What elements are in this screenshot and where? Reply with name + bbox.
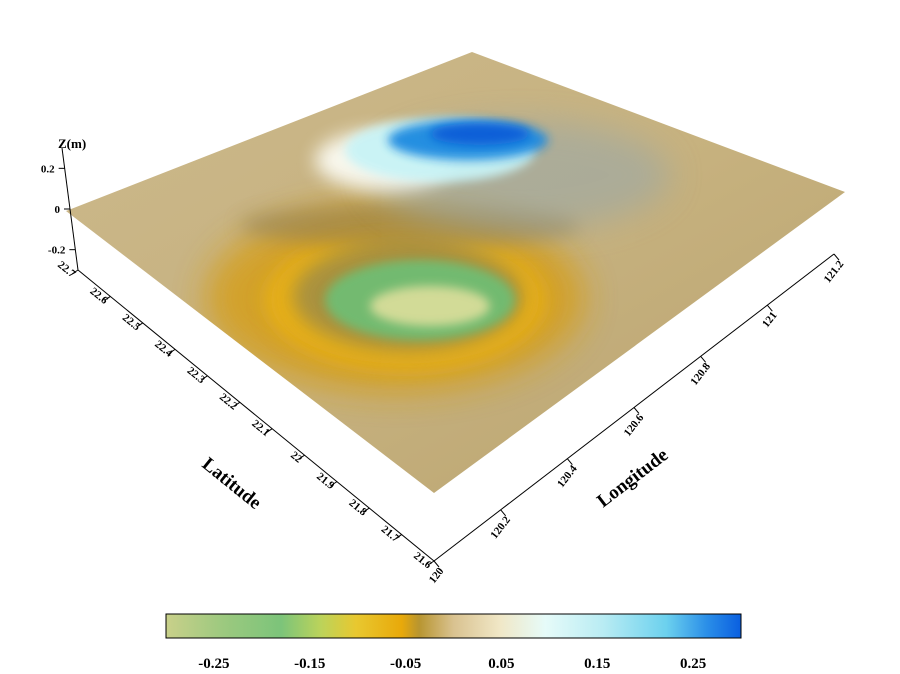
z-tick-label: 0.2 xyxy=(41,163,55,175)
latitude-tick-mark xyxy=(265,428,273,434)
latitude-tick-label: 21.6 xyxy=(411,550,434,572)
latitude-tick-label: 22.3 xyxy=(185,365,208,387)
longitude-tick-label: 120.2 xyxy=(488,514,513,541)
latitude-tick-mark xyxy=(71,269,79,275)
crest-deep-blue xyxy=(430,123,530,145)
latitude-tick-mark xyxy=(395,534,402,539)
colorbar-tick-label: 0.25 xyxy=(680,656,706,672)
colorbar-tick-label: -0.15 xyxy=(294,656,325,672)
latitude-tick-label: 22.5 xyxy=(120,312,143,334)
latitude-tick-label: 21.9 xyxy=(314,471,337,493)
latitude-tick-label: 21.7 xyxy=(379,523,402,545)
latitude-tick-mark xyxy=(201,375,208,381)
latitude-tick-label: 22.1 xyxy=(249,418,272,439)
latitude-tick-mark xyxy=(330,481,338,487)
latitude-tick-label: 22.7 xyxy=(55,259,78,281)
latitude-axis-line xyxy=(77,269,435,562)
latitude-tick-label: 21.8 xyxy=(346,497,369,519)
longitude-tick-label: 120 xyxy=(427,565,447,586)
latitude-tick-mark xyxy=(362,507,370,513)
colorbar-rect xyxy=(165,613,742,639)
longitude-tick-label: 120.6 xyxy=(622,412,647,439)
latitude-tick-label: 22.4 xyxy=(152,338,175,360)
colorbar-tick-label: 0.05 xyxy=(488,656,514,672)
latitude-tick-mark xyxy=(168,348,176,354)
trough-center xyxy=(370,286,490,326)
longitude-axis-title: Longitude xyxy=(593,445,672,512)
colorbar-ticks: -0.25 -0.15 -0.05 0.05 0.15 0.25 xyxy=(198,656,706,672)
longitude-tick-mark xyxy=(566,458,573,465)
colorbar: -0.25 -0.15 -0.05 0.05 0.15 0.25 xyxy=(165,613,742,672)
z-axis-title: Z(m) xyxy=(58,136,86,151)
longitude-tick-label: 120.8 xyxy=(688,360,713,387)
z-tick-label: -0.2 xyxy=(48,245,66,257)
longitude-tick-mark xyxy=(433,560,440,568)
z-tick-label: 0 xyxy=(55,204,61,216)
longitude-tick-mark xyxy=(833,253,840,261)
colorbar-tick-label: -0.25 xyxy=(198,656,229,672)
longitude-tick-mark xyxy=(766,304,773,312)
latitude-tick-mark xyxy=(233,401,241,407)
longitude-tick-mark xyxy=(700,356,707,363)
latitude-tick-mark xyxy=(427,560,435,566)
z-ticks: 0.2 0 -0.2 xyxy=(41,163,76,257)
longitude-tick-label: 121.2 xyxy=(822,258,847,285)
longitude-tick-mark xyxy=(500,509,507,517)
surface xyxy=(66,52,845,493)
latitude-tick-label: 22 xyxy=(288,449,304,466)
latitude-tick-label: 22.6 xyxy=(88,285,111,307)
longitude-tick-label: 121 xyxy=(760,310,780,330)
longitude-tick-mark xyxy=(633,407,640,414)
colorbar-tick-label: 0.15 xyxy=(584,656,610,672)
latitude-tick-mark xyxy=(104,296,111,301)
latitude-axis-title: Latitude xyxy=(198,454,265,514)
latitude-tick-mark xyxy=(136,322,144,328)
latitude-tick-mark xyxy=(298,454,305,460)
colorbar-tick-label: -0.05 xyxy=(390,656,421,672)
longitude-tick-label: 120.4 xyxy=(555,463,580,490)
latitude-tick-label: 22.2 xyxy=(217,391,240,413)
